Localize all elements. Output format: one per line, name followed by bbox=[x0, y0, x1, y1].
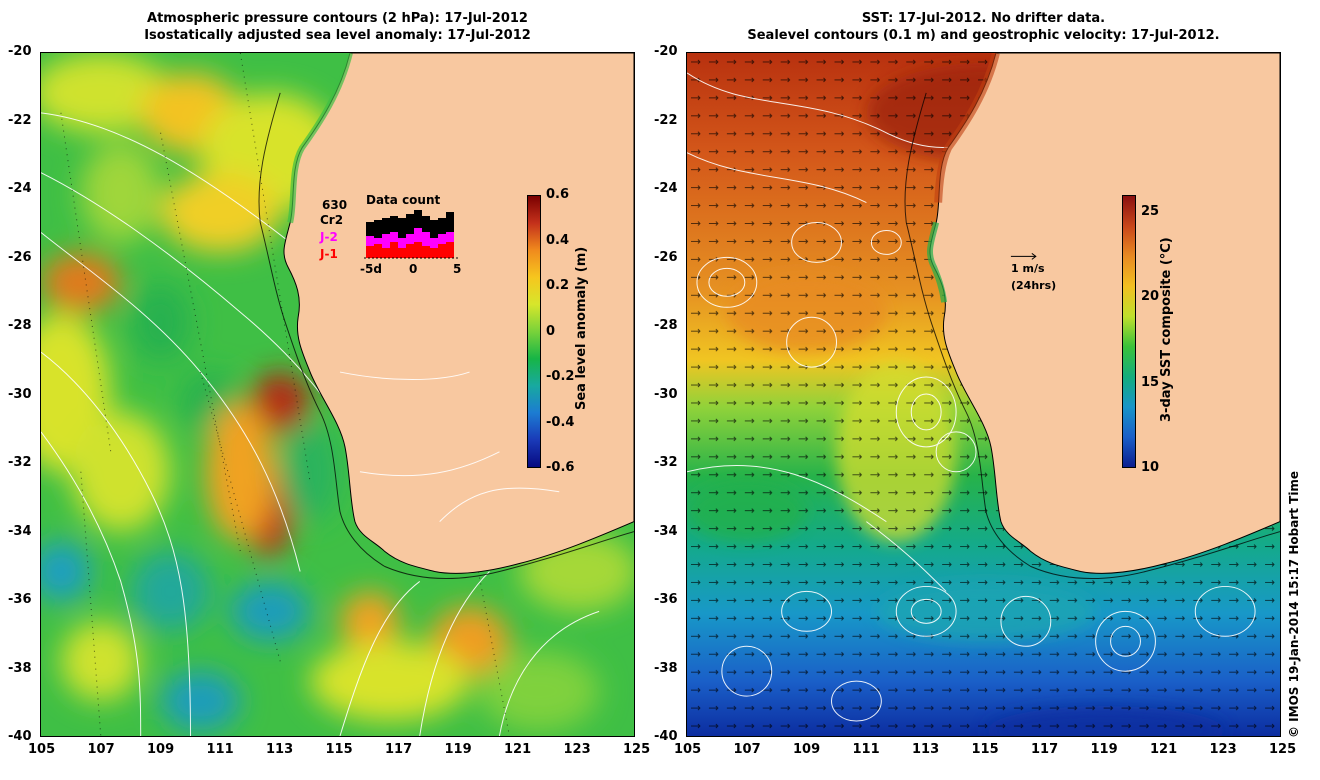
sst-colorbar-tick-1: 20 bbox=[1141, 289, 1160, 305]
right-lon-tick-109: 109 bbox=[793, 742, 821, 757]
left-lon-tick-115: 115 bbox=[325, 742, 353, 757]
left-lon-tick-117: 117 bbox=[385, 742, 413, 757]
imos-credit: © IMOS 19-Jan-2014 15:17 Hobart Time bbox=[1287, 470, 1301, 738]
data-count-tick-5: 5 bbox=[453, 262, 462, 276]
sst-colorbar-tick-0: 25 bbox=[1141, 204, 1160, 220]
sea-level-anomaly-colorbar-tick-2: 0.2 bbox=[546, 278, 570, 293]
sea-level-anomaly-colorbar-tick-3: 0 bbox=[546, 323, 556, 339]
left-lat-tick--30: -30 bbox=[8, 386, 32, 402]
sea-level-anomaly-colorbar-tick-6: -0.6 bbox=[546, 460, 575, 475]
data-count-tick-0: 0 bbox=[409, 262, 418, 276]
data-count-tick-minus5: -5d bbox=[360, 262, 382, 276]
data-count-total: 630 bbox=[322, 198, 348, 212]
left-lon-tick-123: 123 bbox=[563, 742, 591, 757]
sst-colorbar-tick-2: 15 bbox=[1141, 374, 1160, 390]
right-lon-tick-107: 107 bbox=[733, 742, 761, 757]
sst-colorbar bbox=[1122, 195, 1136, 468]
left-lat-tick--40: -40 bbox=[8, 729, 32, 744]
right-lat-tick--28: -28 bbox=[654, 318, 678, 333]
left-lon-tick-107: 107 bbox=[87, 742, 115, 757]
right-lon-tick-105: 105 bbox=[674, 742, 702, 757]
left-lat-tick--24: -24 bbox=[8, 181, 32, 196]
left-lon-tick-105: 105 bbox=[28, 742, 56, 757]
left-lon-tick-119: 119 bbox=[444, 742, 472, 757]
data-count-satellite-cr2: Cr2 bbox=[320, 213, 344, 227]
sea-level-anomaly-map bbox=[40, 52, 635, 737]
right-lat-tick--38: -38 bbox=[654, 660, 678, 676]
sea-level-anomaly-colorbar-tick-0: 0.6 bbox=[546, 187, 570, 202]
left-lat-tick--22: -22 bbox=[8, 112, 32, 128]
left-lon-tick-125: 125 bbox=[623, 742, 651, 757]
right-lon-tick-117: 117 bbox=[1031, 742, 1059, 757]
data-count-satellite-j2: J-2 bbox=[320, 230, 338, 244]
right-lon-tick-123: 123 bbox=[1209, 742, 1237, 757]
right-title-line-1: SST: 17-Jul-2012. No drifter data. bbox=[861, 11, 1106, 26]
left-title-line-2: Isostatically adjusted sea level anomaly… bbox=[144, 28, 531, 43]
velocity-scale-arrow bbox=[1010, 253, 1037, 260]
left-lon-tick-109: 109 bbox=[147, 742, 175, 757]
right-lat-tick--24: -24 bbox=[654, 181, 678, 196]
right-lat-tick--22: -22 bbox=[654, 112, 678, 128]
data-count-histogram bbox=[364, 210, 460, 259]
left-lat-tick--20: -20 bbox=[8, 44, 32, 59]
sea-level-anomaly-colorbar-tick-1: 0.4 bbox=[546, 232, 570, 248]
sst-map-graphic bbox=[687, 53, 1280, 736]
right-lat-tick--26: -26 bbox=[654, 249, 678, 265]
velocity-scale-speed: 1 m/s bbox=[1011, 262, 1045, 275]
sea-level-anomaly-colorbar bbox=[527, 195, 541, 468]
sst-colorbar-tick-3: 10 bbox=[1141, 460, 1160, 475]
left-lon-tick-113: 113 bbox=[266, 742, 294, 757]
left-lat-tick--32: -32 bbox=[8, 455, 32, 470]
sea-level-anomaly-colorbar-tick-4: -0.2 bbox=[546, 369, 575, 384]
right-lat-tick--34: -34 bbox=[654, 523, 678, 539]
data-count-satellite-j1: J-1 bbox=[320, 247, 338, 261]
sea-level-anomaly-map-graphic bbox=[41, 53, 634, 736]
right-lat-tick--40: -40 bbox=[654, 729, 678, 744]
right-lon-tick-119: 119 bbox=[1090, 742, 1118, 757]
right-lon-tick-111: 111 bbox=[852, 742, 880, 757]
left-lat-tick--26: -26 bbox=[8, 249, 32, 265]
right-lat-tick--30: -30 bbox=[654, 386, 678, 402]
velocity-scale-duration: (24hrs) bbox=[1011, 279, 1057, 292]
left-map-title: Atmospheric pressure contours (2 hPa): 1… bbox=[40, 10, 635, 44]
left-title-line-1: Atmospheric pressure contours (2 hPa): 1… bbox=[147, 11, 528, 26]
left-lat-tick--34: -34 bbox=[8, 523, 32, 539]
left-lon-tick-121: 121 bbox=[504, 742, 532, 757]
left-lat-tick--28: -28 bbox=[8, 318, 32, 333]
right-map-title: SST: 17-Jul-2012. No drifter data. Seale… bbox=[686, 10, 1281, 44]
left-lon-tick-111: 111 bbox=[206, 742, 234, 757]
right-lon-tick-115: 115 bbox=[971, 742, 999, 757]
left-lat-tick--38: -38 bbox=[8, 660, 32, 676]
right-lon-tick-125: 125 bbox=[1269, 742, 1297, 757]
right-lon-tick-121: 121 bbox=[1150, 742, 1178, 757]
left-lat-tick--36: -36 bbox=[8, 592, 32, 607]
sst-map bbox=[686, 52, 1281, 737]
sea-level-anomaly-colorbar-label: Sea level anomaly (m) bbox=[574, 246, 589, 410]
right-title-line-2: Sealevel contours (0.1 m) and geostrophi… bbox=[747, 28, 1220, 43]
right-lat-tick--36: -36 bbox=[654, 592, 678, 607]
right-lat-tick--20: -20 bbox=[654, 44, 678, 59]
sst-colorbar-label: 3-day SST composite (°C) bbox=[1159, 237, 1174, 422]
sea-level-anomaly-colorbar-tick-5: -0.4 bbox=[546, 414, 575, 430]
right-lat-tick--32: -32 bbox=[654, 455, 678, 470]
data-count-title: Data count bbox=[366, 193, 441, 207]
right-lon-tick-113: 113 bbox=[912, 742, 940, 757]
